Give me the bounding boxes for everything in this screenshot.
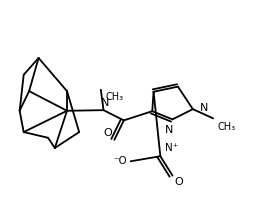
Text: N⁺: N⁺ (165, 143, 178, 153)
Text: O: O (174, 177, 183, 187)
Text: CH₃: CH₃ (218, 122, 236, 132)
Text: N: N (165, 125, 174, 135)
Text: N: N (101, 98, 109, 108)
Text: CH₃: CH₃ (106, 92, 124, 102)
Text: O: O (103, 128, 112, 138)
Text: ⁻O: ⁻O (114, 156, 127, 166)
Text: N: N (200, 103, 208, 112)
